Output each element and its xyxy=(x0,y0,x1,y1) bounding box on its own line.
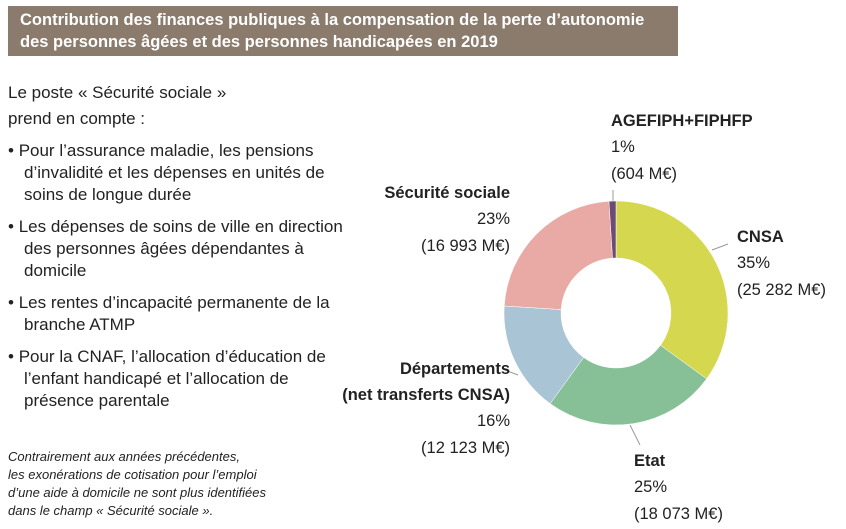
bullet: Pour l’assurance maladie, les pensions d… xyxy=(8,140,348,206)
category-label: Etat xyxy=(634,452,666,470)
value-label: 1% xyxy=(611,138,635,156)
bullet-list: Pour l’assurance maladie, les pensions d… xyxy=(8,140,348,422)
note: Contrairement aux années précédentes, le… xyxy=(8,449,267,518)
slice-label: Etat 25% (18 073 M€) xyxy=(634,448,723,528)
amount-label: (16 993 M€) xyxy=(421,237,510,255)
bullet: Pour la CNAF, l’allocation d’éducation d… xyxy=(8,346,348,412)
leader-line xyxy=(504,369,519,376)
value-label: 23% xyxy=(476,210,510,228)
donut-slice xyxy=(549,344,707,426)
value-label: 16% xyxy=(476,412,510,430)
slice-label: CNSA 35% (25 282 M€) xyxy=(737,224,826,304)
slice-label: AGEFIPH+FIPHFP 1% (604 M€) xyxy=(611,108,753,188)
intro: Le poste « Sécurité sociale » prend en c… xyxy=(8,83,227,128)
donut-slice xyxy=(503,200,613,310)
amount-label: (18 073 M€) xyxy=(634,505,723,523)
leader-line xyxy=(711,243,729,251)
donut-slice xyxy=(608,200,617,259)
leader-lines xyxy=(504,190,729,446)
category-label: Départements (net transferts CNSA) xyxy=(342,360,510,404)
category-label: AGEFIPH+FIPHFP xyxy=(611,112,753,130)
donut-slice xyxy=(615,200,729,380)
bullet: Les rentes d’incapacité permanente de la… xyxy=(8,292,348,336)
category-label: CNSA xyxy=(737,228,784,246)
slice-label: Sécurité sociale 23% (16 993 M€) xyxy=(300,180,510,260)
leader-line xyxy=(629,424,641,446)
header-title: Contribution des finances publiques à la… xyxy=(8,6,678,56)
amount-label: (12 123 M€) xyxy=(421,439,510,457)
amount-label: (25 282 M€) xyxy=(737,281,826,299)
value-label: 35% xyxy=(737,254,771,272)
category-label: Sécurité sociale xyxy=(384,184,510,202)
slice-label: Départements (net transferts CNSA) 16% (12… xyxy=(300,356,510,462)
bullet: Les dépenses de soins de ville en direct… xyxy=(8,216,348,282)
amount-label: (604 M€) xyxy=(611,165,678,183)
value-label: 25% xyxy=(634,478,668,496)
